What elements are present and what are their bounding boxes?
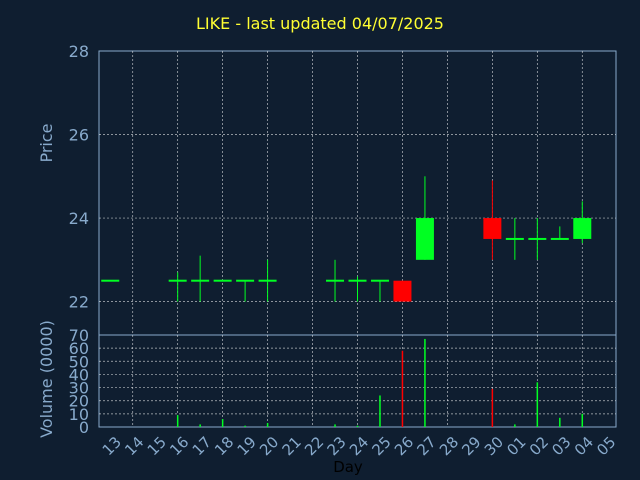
volume-tick-label: 20 (69, 392, 89, 411)
price-tick-label: 28 (69, 42, 89, 61)
x-tick-label: 05 (593, 433, 619, 459)
volume-bar (581, 413, 584, 427)
volume-tick-label: 60 (69, 339, 89, 358)
volume-bar (379, 395, 381, 427)
volume-bar (221, 419, 224, 427)
candle-body (168, 279, 187, 282)
volume-tick-label: 0 (79, 418, 89, 437)
price-tick-label: 26 (69, 126, 89, 145)
x-axis-label: Day (333, 458, 363, 476)
candle-body (348, 279, 367, 282)
candle-body (415, 218, 434, 260)
price-axis-label: Price (37, 123, 56, 162)
volume-tick-label: 30 (69, 379, 89, 398)
volume-bar (244, 425, 246, 427)
candle-body (483, 218, 502, 239)
volume-bar (424, 338, 426, 427)
volume-bar (536, 382, 539, 427)
price-tick-label: 24 (69, 209, 89, 228)
volume-tick-label: 70 (69, 326, 89, 345)
candle-body (393, 280, 412, 302)
candle-body (550, 237, 569, 240)
candle-body (573, 218, 592, 239)
candle-body (191, 279, 210, 282)
volume-bar (266, 423, 269, 427)
volume-bar (491, 388, 494, 427)
candle-body (101, 279, 120, 282)
candle-body (528, 237, 547, 240)
volume-bar (514, 424, 516, 427)
candle-body (505, 237, 524, 240)
chart-title: LIKE - last updated 04/07/2025 (196, 14, 444, 33)
volume-bar (334, 424, 336, 427)
candle-body (258, 279, 277, 282)
volume-bar (176, 415, 179, 427)
candle-body (370, 279, 389, 282)
candle-body (213, 279, 232, 282)
candle-body (236, 279, 255, 282)
candle-body (326, 279, 345, 282)
volume-bar (401, 350, 404, 427)
price-tick-label: 22 (69, 293, 89, 312)
volume-bar (199, 424, 201, 427)
volume-bar (356, 425, 359, 427)
volume-tick-label: 40 (69, 365, 89, 384)
volume-tick-label: 50 (69, 352, 89, 371)
volume-bar (559, 417, 561, 427)
volume-tick-label: 10 (69, 405, 89, 424)
volume-axis-label: Volume (0000) (37, 320, 56, 438)
